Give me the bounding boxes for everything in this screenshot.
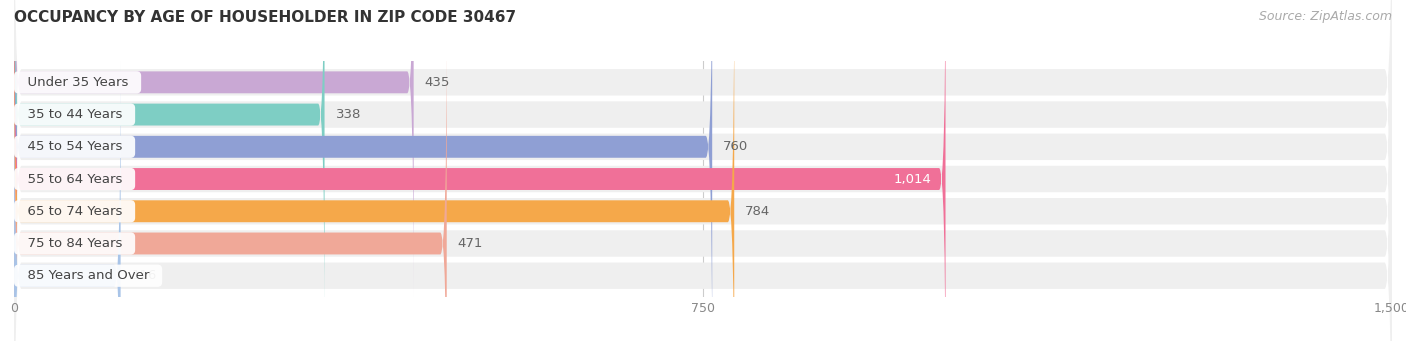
FancyBboxPatch shape (14, 0, 1392, 341)
FancyBboxPatch shape (14, 0, 413, 297)
FancyBboxPatch shape (14, 0, 1392, 341)
FancyBboxPatch shape (14, 0, 1392, 327)
Text: Under 35 Years: Under 35 Years (18, 76, 136, 89)
FancyBboxPatch shape (14, 0, 1392, 341)
FancyBboxPatch shape (14, 31, 1392, 341)
Text: 760: 760 (723, 140, 748, 153)
Text: 1,014: 1,014 (894, 173, 932, 186)
Text: 435: 435 (425, 76, 450, 89)
Text: 471: 471 (458, 237, 484, 250)
Text: 85 Years and Over: 85 Years and Over (18, 269, 157, 282)
FancyBboxPatch shape (14, 0, 713, 341)
Text: 338: 338 (336, 108, 361, 121)
Text: OCCUPANCY BY AGE OF HOUSEHOLDER IN ZIP CODE 30467: OCCUPANCY BY AGE OF HOUSEHOLDER IN ZIP C… (14, 10, 516, 25)
FancyBboxPatch shape (14, 0, 734, 341)
Text: 35 to 44 Years: 35 to 44 Years (18, 108, 131, 121)
Text: 55 to 64 Years: 55 to 64 Years (18, 173, 131, 186)
Text: 45 to 54 Years: 45 to 54 Years (18, 140, 131, 153)
FancyBboxPatch shape (14, 29, 447, 341)
FancyBboxPatch shape (14, 0, 325, 329)
Text: 784: 784 (745, 205, 770, 218)
Text: 116: 116 (132, 269, 157, 282)
Text: Source: ZipAtlas.com: Source: ZipAtlas.com (1258, 10, 1392, 23)
FancyBboxPatch shape (14, 0, 1392, 341)
FancyBboxPatch shape (14, 61, 121, 341)
FancyBboxPatch shape (14, 0, 945, 341)
Text: 65 to 74 Years: 65 to 74 Years (18, 205, 131, 218)
Text: 75 to 84 Years: 75 to 84 Years (18, 237, 131, 250)
FancyBboxPatch shape (14, 0, 1392, 341)
